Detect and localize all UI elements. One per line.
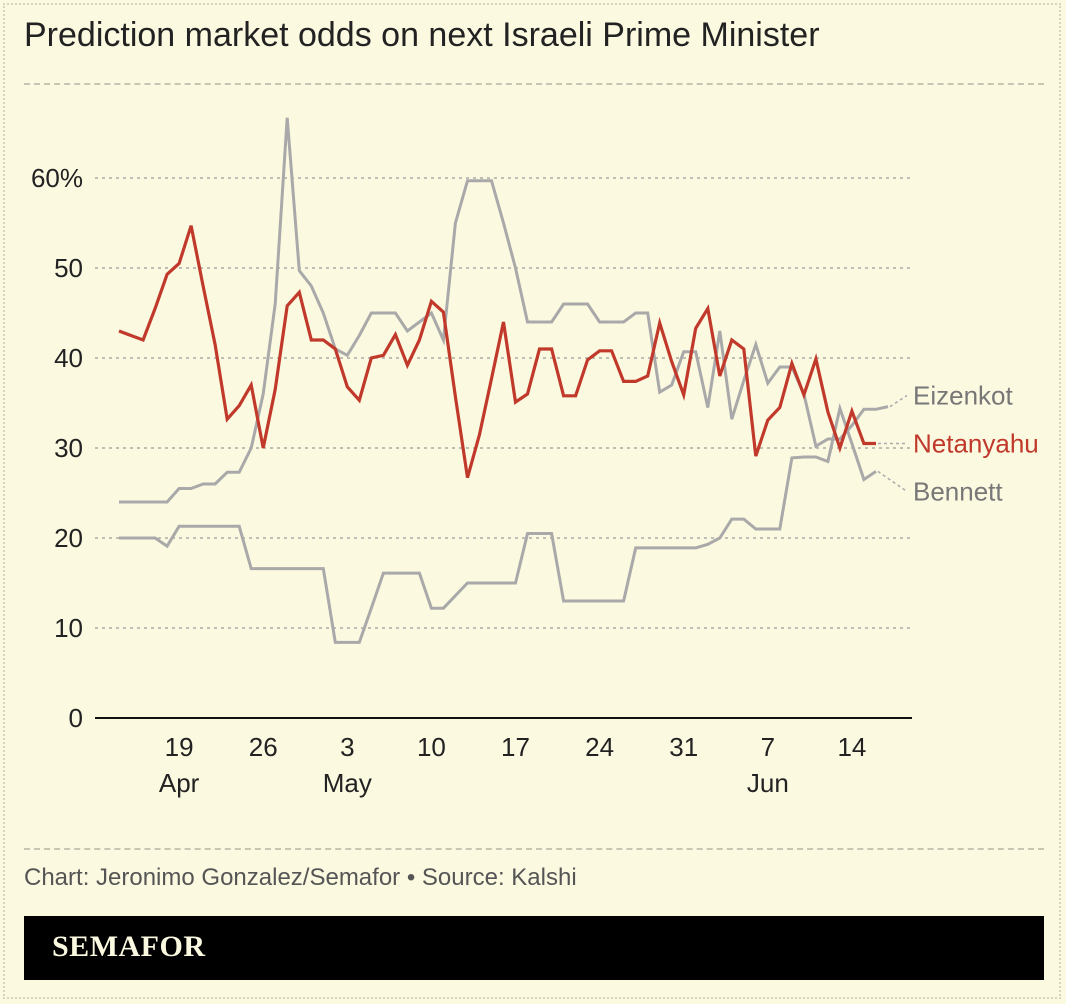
bottom-divider xyxy=(24,848,1044,850)
series-line-eizenkot xyxy=(119,117,889,504)
line-chart: 0 10 20 30 40 50 60% 19 Apr 26 3 May 10 17 24 31 7 Jun 14 E… xyxy=(31,117,1039,798)
page-title: Prediction market odds on next Israeli P… xyxy=(24,16,820,54)
top-divider xyxy=(24,83,1044,85)
brand-logo: SEMAFOR xyxy=(52,930,206,963)
y-tick-label: 40 xyxy=(54,343,83,373)
x-month-label: May xyxy=(323,768,372,798)
x-tick-label: 26 xyxy=(249,732,278,762)
chart-credit: Chart: Jeronimo Gonzalez/Semafor • Sourc… xyxy=(24,864,577,891)
x-tick-label: 31 xyxy=(669,732,698,762)
series-label-netanyahu: Netanyahu xyxy=(913,429,1039,459)
y-tick-label: 20 xyxy=(54,523,83,553)
y-tick-label: 10 xyxy=(54,613,83,643)
series-line-netanyahu xyxy=(118,225,876,479)
y-tick-label: 50 xyxy=(54,253,83,283)
leader-line xyxy=(889,394,908,408)
brand-bar: SEMAFOR xyxy=(24,916,1044,980)
chart-frame xyxy=(3,3,1061,999)
x-tick-label: 24 xyxy=(585,732,614,762)
x-month-label: Jun xyxy=(747,768,789,798)
x-tick-label: 10 xyxy=(417,732,446,762)
y-tick-label: 60% xyxy=(31,163,83,193)
x-tick-label: 14 xyxy=(837,732,866,762)
x-tick-label: 3 xyxy=(340,732,354,762)
y-tick-label: 30 xyxy=(54,433,83,463)
x-tick-label: 7 xyxy=(761,732,775,762)
series-line-bennett xyxy=(119,402,877,644)
series-label-eizenkot: Eizenkot xyxy=(913,381,1013,411)
x-tick-label: 17 xyxy=(501,732,530,762)
leader-line xyxy=(877,470,908,493)
x-month-label: Apr xyxy=(159,768,200,798)
y-tick-label: 0 xyxy=(69,703,83,733)
series-label-bennett: Bennett xyxy=(913,477,1003,507)
x-tick-label: 19 xyxy=(165,732,194,762)
